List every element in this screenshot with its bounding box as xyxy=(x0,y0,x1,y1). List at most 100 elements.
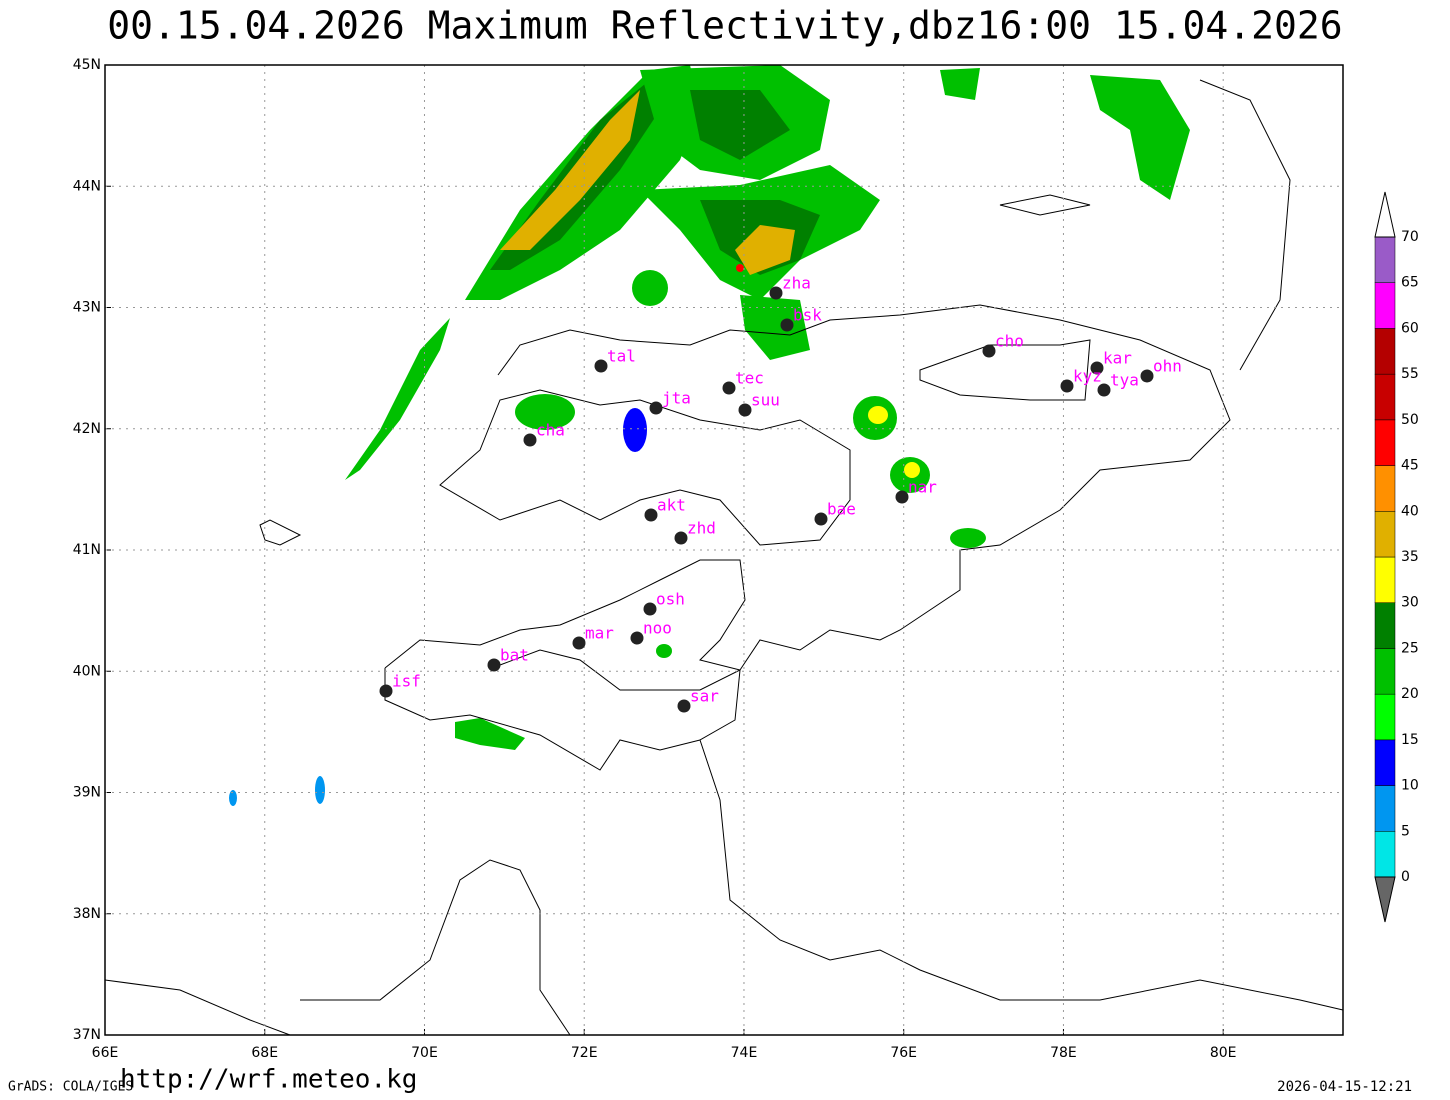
station-dot xyxy=(895,490,909,504)
echo xyxy=(500,90,640,250)
colorbar-bottom-arrow xyxy=(1374,876,1396,923)
station-label: tal xyxy=(607,347,636,366)
colorbar-box xyxy=(1374,602,1396,649)
colorbar-box xyxy=(1374,831,1396,878)
station-label: mar xyxy=(585,624,614,643)
station-dot xyxy=(1090,361,1104,375)
station-label: cha xyxy=(536,421,565,440)
station-dot xyxy=(487,658,501,672)
border xyxy=(497,304,1231,691)
station-label: tya xyxy=(1110,371,1139,390)
echo xyxy=(515,394,575,430)
echo xyxy=(632,270,668,306)
border xyxy=(384,668,701,771)
lat-tick-label: 43N xyxy=(73,300,101,316)
border xyxy=(104,859,571,1036)
colorbar-label: 20 xyxy=(1401,686,1419,702)
lon-tick-label: 76E xyxy=(890,1045,917,1061)
echo xyxy=(950,528,986,548)
station-dot xyxy=(982,344,996,358)
colorbar-label: 55 xyxy=(1401,366,1419,382)
colorbar-label: 35 xyxy=(1401,549,1419,565)
echo xyxy=(229,790,237,806)
border xyxy=(259,79,1291,546)
lat-tick-label: 42N xyxy=(73,421,101,437)
station-dot xyxy=(523,433,537,447)
colorbar-box xyxy=(1374,693,1396,741)
echo xyxy=(656,644,672,658)
lat-tick-label: 38N xyxy=(73,906,101,922)
station-dot xyxy=(1060,379,1074,393)
station-label: bat xyxy=(500,646,529,665)
station-label: osh xyxy=(656,590,685,609)
software-credit: GrADS: COLA/IGES xyxy=(8,1080,133,1095)
border xyxy=(439,389,851,546)
colorbar-label: 50 xyxy=(1401,412,1419,428)
borders xyxy=(104,79,1344,1036)
station-dot xyxy=(1097,383,1111,397)
station-dot xyxy=(379,684,393,698)
station-dot xyxy=(644,508,658,522)
echo xyxy=(740,295,810,360)
colorbar-box xyxy=(1374,556,1396,603)
station-dot xyxy=(674,531,688,545)
colorbar-label: 0 xyxy=(1401,869,1410,885)
border xyxy=(384,559,1344,1011)
colorbar-top-arrow xyxy=(1374,191,1396,238)
colorbar-label: 60 xyxy=(1401,320,1419,336)
colorbar-label: 5 xyxy=(1401,823,1410,839)
colorbar: 0 5 10 15 20 25 30 35 40 45 50 55 60 65 70 xyxy=(1374,191,1419,923)
lat-tick-label: 44N xyxy=(73,178,101,194)
station-dot xyxy=(1140,369,1154,383)
lat-tick-label: 41N xyxy=(73,542,101,558)
colorbar-box xyxy=(1374,328,1396,375)
timestamp: 2026-04-15-12:21 xyxy=(1277,1079,1412,1095)
lon-tick-label: 70E xyxy=(411,1045,438,1061)
station-label: kar xyxy=(1103,349,1132,368)
colorbar-box xyxy=(1374,739,1396,786)
station-dot xyxy=(572,636,586,650)
station-dot xyxy=(649,401,663,415)
colorbar-box xyxy=(1374,785,1396,832)
station-label: ohn xyxy=(1153,357,1182,376)
colorbar-label: 40 xyxy=(1401,503,1419,519)
border xyxy=(919,339,1091,401)
station-label: zhd xyxy=(687,519,716,538)
station-dot xyxy=(814,512,828,526)
station-label: jta xyxy=(662,389,691,408)
lon-tick-label: 72E xyxy=(571,1045,598,1061)
station-dot xyxy=(769,286,783,300)
station-dot xyxy=(643,602,657,616)
colorbar-label: 10 xyxy=(1401,778,1419,794)
station-dot xyxy=(677,699,691,713)
station-label: zha xyxy=(782,274,811,293)
echo xyxy=(940,68,980,100)
station-dot xyxy=(780,318,794,332)
colorbar-box xyxy=(1374,511,1396,558)
colorbar-box xyxy=(1374,236,1396,283)
echo xyxy=(345,318,450,480)
echo xyxy=(690,90,790,160)
lon-tick-label: 78E xyxy=(1050,1045,1077,1061)
lon-tick-label: 66E xyxy=(92,1045,119,1061)
colorbar-label: 45 xyxy=(1401,458,1419,474)
lat-tick-label: 37N xyxy=(73,1027,101,1043)
colorbar-box xyxy=(1374,465,1396,512)
station-label: noo xyxy=(643,619,672,638)
colorbar-box xyxy=(1374,282,1396,329)
echo xyxy=(455,718,525,750)
echo xyxy=(315,776,325,804)
station-dot xyxy=(594,359,608,373)
station-dot xyxy=(738,403,752,417)
radar-echoes xyxy=(229,65,1190,806)
echo xyxy=(623,408,647,452)
station-label: tec xyxy=(735,369,764,388)
echo xyxy=(904,462,920,478)
station-dot xyxy=(630,631,644,645)
station-label: sar xyxy=(690,687,719,706)
station-label: bsk xyxy=(793,306,822,325)
echo xyxy=(1090,75,1190,200)
echo xyxy=(735,225,795,275)
station-label: isf xyxy=(392,672,421,691)
